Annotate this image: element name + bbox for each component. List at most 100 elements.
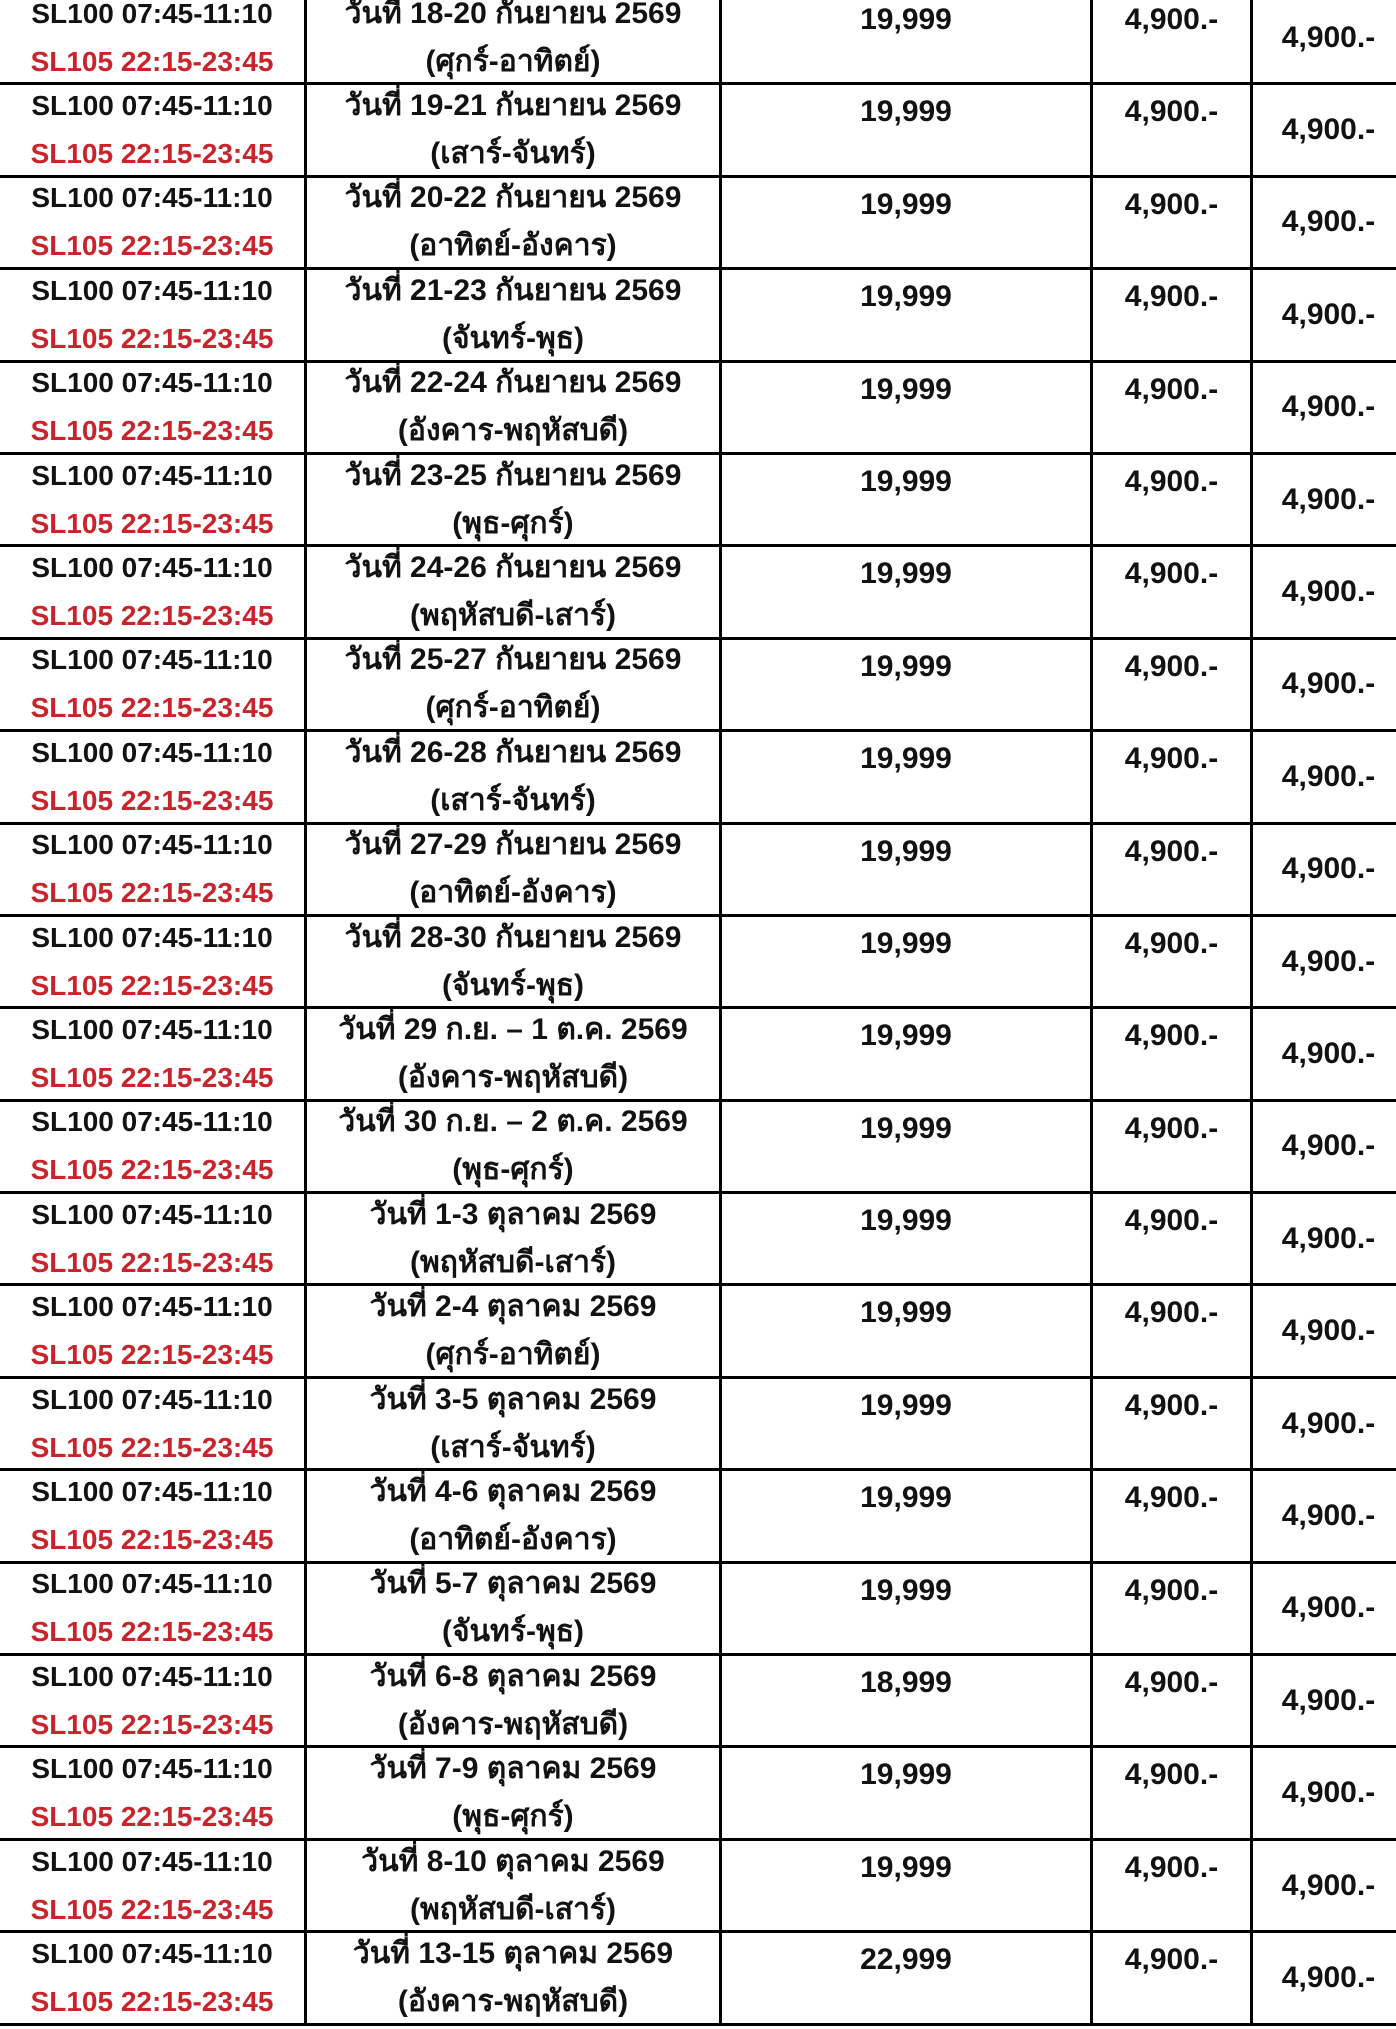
price-cell-3: 4,900.-	[1253, 732, 1396, 825]
flight-cell: SL100 07:45-11:10 SL105 22:15-23:45	[0, 1563, 307, 1657]
price-cell-2: 4,900.-	[1093, 547, 1253, 640]
flight-return: SL105 22:15-23:45	[30, 1801, 274, 1833]
price-cell-2: 4,900.-	[1093, 177, 1253, 271]
flight-return: SL105 22:15-23:45	[30, 322, 274, 354]
flight-return: SL105 22:15-23:45	[30, 45, 274, 77]
date-cell: วันที่ 6-8 ตุลาคม 2569 (อังคาร-พฤหัสบดี)	[307, 1656, 722, 1749]
price-cell-3: 4,900.-	[1253, 639, 1396, 733]
travel-weekday: (ศุกร์-อาทิตย์)	[425, 1338, 601, 1372]
price-cell-3: 4,900.-	[1253, 1471, 1396, 1564]
travel-weekday: (พฤหัสบดี-เสาร์)	[409, 1245, 617, 1279]
travel-date: วันที่ 1-3 ตุลาคม 2569	[369, 1197, 657, 1231]
travel-weekday: (อังคาร-พฤหัสบดี)	[397, 1984, 629, 2018]
flight-return: SL105 22:15-23:45	[30, 138, 274, 170]
price-cell-3: 4,900.-	[1253, 916, 1396, 1010]
flight-outbound: SL100 07:45-11:10	[31, 829, 273, 861]
flight-return: SL105 22:15-23:45	[30, 1523, 274, 1555]
flight-cell: SL100 07:45-11:10 SL105 22:15-23:45	[0, 1101, 307, 1195]
travel-weekday: (พุธ-ศุกร์)	[452, 1153, 574, 1187]
date-cell: วันที่ 28-30 กันยายน 2569 (จันทร์-พุธ)	[307, 916, 722, 1010]
price-cell-1: 19,999	[722, 1563, 1093, 1657]
flight-outbound: SL100 07:45-11:10	[31, 1753, 273, 1785]
flight-outbound: SL100 07:45-11:10	[31, 182, 273, 214]
price-cell-1: 19,999	[722, 454, 1093, 548]
price-cell-1: 19,999	[722, 177, 1093, 271]
flight-cell: SL100 07:45-11:10 SL105 22:15-23:45	[0, 547, 307, 640]
price-cell-2: 4,900.-	[1093, 362, 1253, 455]
flight-return: SL105 22:15-23:45	[30, 784, 274, 816]
price-cell-3: 4,900.-	[1253, 454, 1396, 548]
price-cell-2: 4,900.-	[1093, 1933, 1253, 2026]
flight-outbound: SL100 07:45-11:10	[31, 459, 273, 491]
date-cell: วันที่ 2-4 ตุลาคม 2569 (ศุกร์-อาทิตย์)	[307, 1286, 722, 1379]
price-cell-2: 4,900.-	[1093, 1748, 1253, 1841]
travel-date: วันที่ 7-9 ตุลาคม 2569	[369, 1752, 657, 1786]
price-cell-1: 19,999	[722, 1194, 1093, 1287]
date-cell: วันที่ 21-23 กันยายน 2569 (จันทร์-พุธ)	[307, 270, 722, 363]
flight-outbound: SL100 07:45-11:10	[31, 274, 273, 306]
date-cell: วันที่ 25-27 กันยายน 2569 (ศุกร์-อาทิตย์…	[307, 639, 722, 733]
travel-date: วันที่ 19-21 กันยายน 2569	[344, 89, 682, 123]
price-cell-2: 4,900.-	[1093, 1656, 1253, 1749]
price-cell-1: 19,999	[722, 85, 1093, 178]
flight-return: SL105 22:15-23:45	[30, 230, 274, 262]
travel-date: วันที่ 23-25 กันยายน 2569	[344, 458, 682, 492]
travel-weekday: (อาทิตย์-อังคาร)	[409, 1522, 617, 1556]
price-cell-2: 4,900.-	[1093, 916, 1253, 1010]
flight-cell: SL100 07:45-11:10 SL105 22:15-23:45	[0, 732, 307, 825]
flight-outbound: SL100 07:45-11:10	[31, 1106, 273, 1138]
date-cell: วันที่ 29 ก.ย. – 1 ต.ค. 2569 (อังคาร-พฤห…	[307, 1009, 722, 1102]
travel-date: วันที่ 21-23 กันยายน 2569	[344, 273, 682, 307]
flight-return: SL105 22:15-23:45	[30, 600, 274, 632]
flight-outbound: SL100 07:45-11:10	[31, 1568, 273, 1600]
flight-outbound: SL100 07:45-11:10	[31, 1383, 273, 1415]
price-cell-3: 4,900.-	[1253, 1748, 1396, 1841]
flight-outbound: SL100 07:45-11:10	[31, 90, 273, 122]
price-cell-1: 19,999	[722, 362, 1093, 455]
flight-cell: SL100 07:45-11:10 SL105 22:15-23:45	[0, 1840, 307, 1934]
price-cell-2: 4,900.-	[1093, 1471, 1253, 1564]
price-cell-1: 19,999	[722, 639, 1093, 733]
flight-return: SL105 22:15-23:45	[30, 692, 274, 724]
price-cell-2: 4,900.-	[1093, 1378, 1253, 1472]
price-cell-1: 19,999	[722, 824, 1093, 917]
price-cell-3: 4,900.-	[1253, 1286, 1396, 1379]
flight-return: SL105 22:15-23:45	[30, 1708, 274, 1740]
flight-outbound: SL100 07:45-11:10	[31, 1660, 273, 1692]
travel-date: วันที่ 3-5 ตุลาคม 2569	[369, 1382, 657, 1416]
price-cell-1: 19,999	[722, 1101, 1093, 1195]
flight-cell: SL100 07:45-11:10 SL105 22:15-23:45	[0, 1748, 307, 1841]
price-cell-3: 4,900.-	[1253, 547, 1396, 640]
flight-cell: SL100 07:45-11:10 SL105 22:15-23:45	[0, 1471, 307, 1564]
travel-weekday: (พฤหัสบดี-เสาร์)	[409, 599, 617, 633]
price-cell-2: 4,900.-	[1093, 1286, 1253, 1379]
flight-outbound: SL100 07:45-11:10	[31, 0, 273, 29]
price-cell-2: 4,900.-	[1093, 824, 1253, 917]
price-cell-1: 19,999	[722, 547, 1093, 640]
price-cell-3: 4,900.-	[1253, 270, 1396, 363]
flight-outbound: SL100 07:45-11:10	[31, 552, 273, 584]
flight-cell: SL100 07:45-11:10 SL105 22:15-23:45	[0, 1378, 307, 1472]
price-cell-3: 4,900.-	[1253, 85, 1396, 178]
travel-date: วันที่ 8-10 ตุลาคม 2569	[361, 1844, 665, 1878]
price-cell-3: 4,900.-	[1253, 1933, 1396, 2026]
travel-date: วันที่ 28-30 กันยายน 2569	[344, 920, 682, 954]
price-cell-2: 4,900.-	[1093, 639, 1253, 733]
price-cell-2: 4,900.-	[1093, 1009, 1253, 1102]
price-cell-1: 19,999	[722, 270, 1093, 363]
price-cell-1: 19,999	[722, 1286, 1093, 1379]
flight-outbound: SL100 07:45-11:10	[31, 1845, 273, 1877]
travel-weekday: (อังคาร-พฤหัสบดี)	[397, 1707, 629, 1741]
date-cell: วันที่ 8-10 ตุลาคม 2569 (พฤหัสบดี-เสาร์)	[307, 1840, 722, 1934]
flight-return: SL105 22:15-23:45	[30, 1431, 274, 1463]
travel-date: วันที่ 13-15 ตุลาคม 2569	[352, 1936, 674, 1970]
flight-outbound: SL100 07:45-11:10	[31, 1291, 273, 1323]
price-cell-1: 22,999	[722, 1933, 1093, 2026]
flight-return: SL105 22:15-23:45	[30, 1154, 274, 1186]
travel-date: วันที่ 2-4 ตุลาคม 2569	[369, 1290, 657, 1324]
date-cell: วันที่ 23-25 กันยายน 2569 (พุธ-ศุกร์)	[307, 454, 722, 548]
flight-outbound: SL100 07:45-11:10	[31, 644, 273, 676]
flight-return: SL105 22:15-23:45	[30, 507, 274, 539]
